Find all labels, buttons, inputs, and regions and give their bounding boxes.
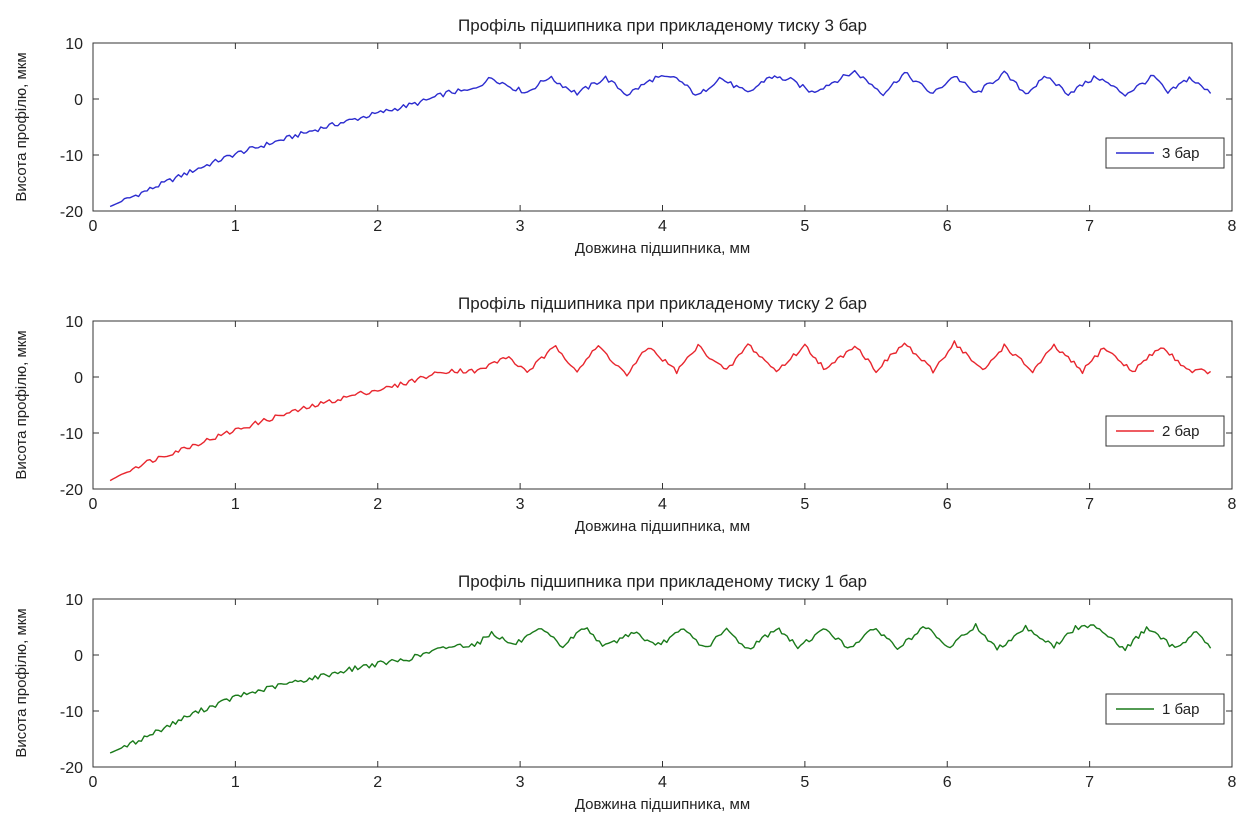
x-tick-label: 0 — [89, 774, 98, 791]
y-tick-label: -20 — [60, 482, 83, 499]
x-axis-label: Довжина підшипника, мм — [575, 796, 750, 813]
series-line-1 — [109, 623, 1212, 754]
x-tick-label: 6 — [943, 774, 952, 791]
y-tick-label: 10 — [65, 36, 83, 53]
x-tick-label: 0 — [89, 496, 98, 513]
x-tick-label: 5 — [800, 496, 809, 513]
legend-label: 3 бар — [1162, 145, 1199, 162]
x-tick-label: 5 — [800, 218, 809, 235]
x-tick-label: 4 — [658, 218, 667, 235]
plot-area — [92, 320, 1233, 490]
y-tick-label: -10 — [60, 148, 83, 165]
y-tick-label: 0 — [74, 92, 83, 109]
chart-title: Профіль підшипника при прикладеному тиск… — [458, 572, 867, 591]
y-tick-label: -20 — [60, 204, 83, 221]
y-tick-label: -10 — [60, 426, 83, 443]
x-tick-label: 6 — [943, 218, 952, 235]
x-tick-label: 7 — [1085, 218, 1094, 235]
x-tick-label: 4 — [658, 774, 667, 791]
y-tick-label: 10 — [65, 314, 83, 331]
plot-area — [92, 42, 1233, 212]
x-tick-label: 8 — [1228, 774, 1237, 791]
x-axis-label: Довжина підшипника, мм — [575, 240, 750, 257]
y-tick-label: 0 — [74, 370, 83, 387]
x-tick-label: 6 — [943, 496, 952, 513]
series-line-1 — [109, 340, 1212, 482]
y-tick-label: 10 — [65, 592, 83, 609]
chart-title: Профіль підшипника при прикладеному тиск… — [458, 16, 867, 35]
chart-panel-1: Профіль підшипника при прикладеному тиск… — [13, 16, 1237, 257]
x-tick-label: 1 — [231, 774, 240, 791]
x-tick-label: 8 — [1228, 496, 1237, 513]
x-tick-label: 0 — [89, 218, 98, 235]
legend-label: 2 бар — [1162, 423, 1199, 440]
x-tick-label: 2 — [373, 496, 382, 513]
y-axis-label: Висота профілю, мкм — [13, 52, 30, 201]
x-tick-label: 2 — [373, 774, 382, 791]
y-axis-label: Висота профілю, мкм — [13, 330, 30, 479]
x-tick-label: 1 — [231, 496, 240, 513]
chart-panel-3: Профіль підшипника при прикладеному тиск… — [13, 572, 1237, 813]
x-tick-label: 3 — [516, 496, 525, 513]
x-tick-label: 2 — [373, 218, 382, 235]
x-tick-label: 1 — [231, 218, 240, 235]
x-axis-label: Довжина підшипника, мм — [575, 518, 750, 535]
x-tick-label: 7 — [1085, 774, 1094, 791]
x-tick-label: 5 — [800, 774, 809, 791]
x-tick-label: 4 — [658, 496, 667, 513]
chart-title: Профіль підшипника при прикладеному тиск… — [458, 294, 867, 313]
y-tick-label: -10 — [60, 704, 83, 721]
x-tick-label: 7 — [1085, 496, 1094, 513]
y-tick-label: -20 — [60, 760, 83, 777]
plot-area — [92, 598, 1233, 768]
x-tick-label: 3 — [516, 774, 525, 791]
series-line-1 — [109, 69, 1212, 208]
chart-panel-2: Профіль підшипника при прикладеному тиск… — [13, 294, 1237, 535]
legend-label: 1 бар — [1162, 701, 1199, 718]
x-tick-label: 3 — [516, 218, 525, 235]
y-axis-label: Висота профілю, мкм — [13, 608, 30, 757]
x-tick-label: 8 — [1228, 218, 1237, 235]
y-tick-label: 0 — [74, 648, 83, 665]
